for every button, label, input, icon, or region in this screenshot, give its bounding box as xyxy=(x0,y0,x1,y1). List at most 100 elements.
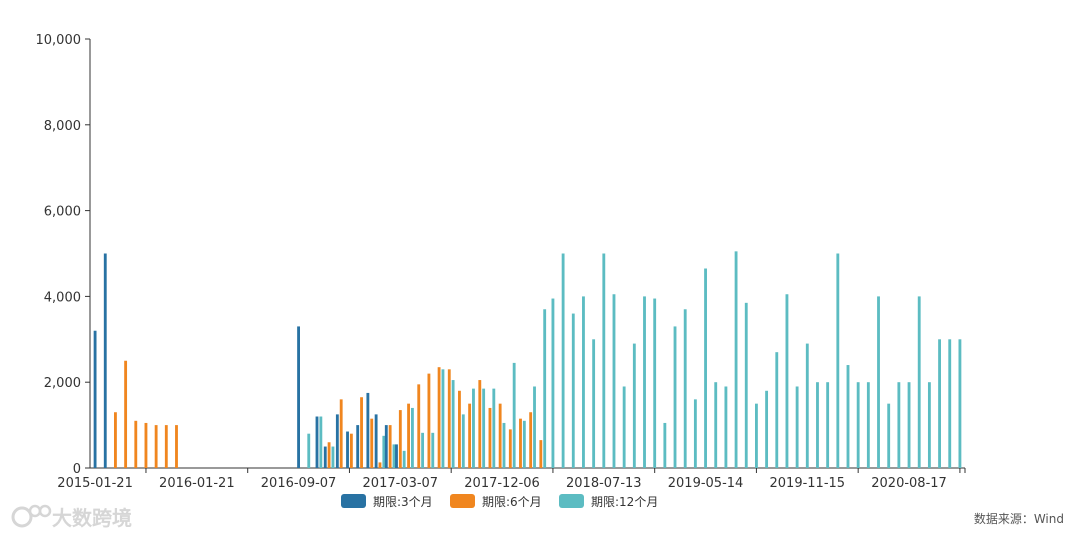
bar-期限:6个月[interactable] xyxy=(124,360,128,468)
bar-期限:12个月[interactable] xyxy=(632,343,636,468)
legend-item[interactable]: 期限:12个月 xyxy=(559,494,658,509)
bar-期限:12个月[interactable] xyxy=(543,309,547,468)
bar-期限:12个月[interactable] xyxy=(714,382,718,468)
bar-期限:3个月[interactable] xyxy=(93,330,97,468)
bar-期限:6个月[interactable] xyxy=(360,397,363,468)
bar-期限:12个月[interactable] xyxy=(561,253,565,469)
bar-期限:6个月[interactable] xyxy=(468,403,472,468)
bar-期限:12个月[interactable] xyxy=(392,444,396,468)
bar-期限:12个月[interactable] xyxy=(522,420,526,468)
bar-期限:12个月[interactable] xyxy=(482,388,486,468)
bar-期限:12个月[interactable] xyxy=(744,302,748,468)
bar-期限:12个月[interactable] xyxy=(917,296,921,468)
bar-期限:3个月[interactable] xyxy=(323,446,327,468)
bar-期限:12个月[interactable] xyxy=(958,339,962,468)
bar-期限:6个月[interactable] xyxy=(327,442,331,468)
bar-期限:12个月[interactable] xyxy=(856,382,860,468)
bar-期限:6个月[interactable] xyxy=(529,412,533,468)
bar-期限:12个月[interactable] xyxy=(775,352,779,468)
bar-期限:12个月[interactable] xyxy=(846,365,850,468)
bar-期限:3个月[interactable] xyxy=(346,431,349,468)
bar-期限:12个月[interactable] xyxy=(582,296,585,468)
bar-期限:6个月[interactable] xyxy=(539,440,543,468)
bar-期限:12个月[interactable] xyxy=(755,403,758,468)
bar-期限:12个月[interactable] xyxy=(704,268,707,468)
bar-期限:12个月[interactable] xyxy=(451,380,455,468)
bar-期限:12个月[interactable] xyxy=(897,382,901,468)
bar-期限:6个月[interactable] xyxy=(458,390,461,468)
bar-期限:6个月[interactable] xyxy=(175,425,178,468)
bar-期限:6个月[interactable] xyxy=(349,433,353,468)
bar-期限:12个月[interactable] xyxy=(551,298,555,468)
bar-期限:12个月[interactable] xyxy=(836,253,840,469)
bar-期限:12个月[interactable] xyxy=(307,433,311,468)
bar-期限:12个月[interactable] xyxy=(319,416,323,468)
bar-期限:12个月[interactable] xyxy=(472,388,475,468)
bar-期限:12个月[interactable] xyxy=(643,296,646,468)
bar-期限:12个月[interactable] xyxy=(461,414,465,469)
bar-期限:12个月[interactable] xyxy=(927,382,931,468)
bar-期限:12个月[interactable] xyxy=(382,435,386,468)
bar-期限:6个月[interactable] xyxy=(378,462,382,468)
bar-期限:12个月[interactable] xyxy=(653,298,657,468)
bar-期限:6个月[interactable] xyxy=(114,412,117,468)
bar-期限:6个月[interactable] xyxy=(370,418,374,468)
bar-期限:12个月[interactable] xyxy=(785,294,789,468)
bar-期限:3个月[interactable] xyxy=(384,425,388,468)
bar-期限:12个月[interactable] xyxy=(724,386,728,468)
bar-期限:12个月[interactable] xyxy=(693,399,697,468)
bar-期限:3个月[interactable] xyxy=(366,392,370,468)
bar-期限:6个月[interactable] xyxy=(508,429,512,468)
bar-期限:6个月[interactable] xyxy=(478,380,482,468)
legend-item[interactable]: 期限:6个月 xyxy=(450,494,542,509)
bar-期限:12个月[interactable] xyxy=(612,294,616,468)
bar-期限:12个月[interactable] xyxy=(602,253,606,469)
bar-期限:12个月[interactable] xyxy=(512,362,516,468)
bar-期限:12个月[interactable] xyxy=(948,339,952,468)
bar-期限:12个月[interactable] xyxy=(402,450,406,468)
bar-期限:6个月[interactable] xyxy=(134,420,138,468)
bar-期限:12个月[interactable] xyxy=(571,313,575,468)
bar-期限:6个月[interactable] xyxy=(398,410,402,468)
bar-期限:12个月[interactable] xyxy=(877,296,880,468)
bar-期限:6个月[interactable] xyxy=(437,367,441,468)
legend[interactable]: 期限:3个月 期限:6个月 期限:12个月 xyxy=(341,494,658,509)
bar-期限:12个月[interactable] xyxy=(795,386,799,468)
bar-期限:6个月[interactable] xyxy=(498,403,502,468)
bar-期限:12个月[interactable] xyxy=(663,422,667,468)
bar-期限:6个月[interactable] xyxy=(388,425,392,468)
bar-期限:3个月[interactable] xyxy=(395,444,398,468)
bar-期限:12个月[interactable] xyxy=(938,339,941,468)
bar-期限:12个月[interactable] xyxy=(502,422,506,468)
bar-期限:6个月[interactable] xyxy=(417,384,421,468)
bar-期限:3个月[interactable] xyxy=(297,326,300,468)
bar-期限:12个月[interactable] xyxy=(592,339,596,468)
bar-期限:12个月[interactable] xyxy=(673,326,677,468)
legend-item[interactable]: 期限:3个月 xyxy=(341,494,433,509)
bar-期限:12个月[interactable] xyxy=(421,432,425,468)
bar-期限:3个月[interactable] xyxy=(335,414,339,469)
bar-期限:6个月[interactable] xyxy=(164,425,168,468)
bar-期限:12个月[interactable] xyxy=(887,403,891,468)
bar-期限:3个月[interactable] xyxy=(103,253,107,469)
bar-期限:12个月[interactable] xyxy=(907,382,911,468)
bar-期限:12个月[interactable] xyxy=(816,382,819,468)
bar-期限:12个月[interactable] xyxy=(765,390,769,468)
bar-期限:12个月[interactable] xyxy=(826,382,830,468)
bar-期限:6个月[interactable] xyxy=(519,418,522,468)
bar-期限:6个月[interactable] xyxy=(154,425,158,468)
bar-期限:6个月[interactable] xyxy=(488,407,492,468)
bar-期限:12个月[interactable] xyxy=(533,386,536,468)
bar-期限:6个月[interactable] xyxy=(144,422,148,468)
bar-期限:12个月[interactable] xyxy=(492,388,496,468)
bar-期限:12个月[interactable] xyxy=(431,432,435,468)
bar-期限:12个月[interactable] xyxy=(683,309,687,468)
bar-期限:6个月[interactable] xyxy=(427,373,431,468)
bar-期限:3个月[interactable] xyxy=(374,414,378,469)
bar-期限:6个月[interactable] xyxy=(407,403,410,468)
bar-期限:12个月[interactable] xyxy=(622,386,626,468)
bar-期限:3个月[interactable] xyxy=(356,425,360,468)
bar-期限:6个月[interactable] xyxy=(339,399,343,468)
bar-期限:6个月[interactable] xyxy=(447,369,451,468)
bar-期限:12个月[interactable] xyxy=(410,407,414,468)
